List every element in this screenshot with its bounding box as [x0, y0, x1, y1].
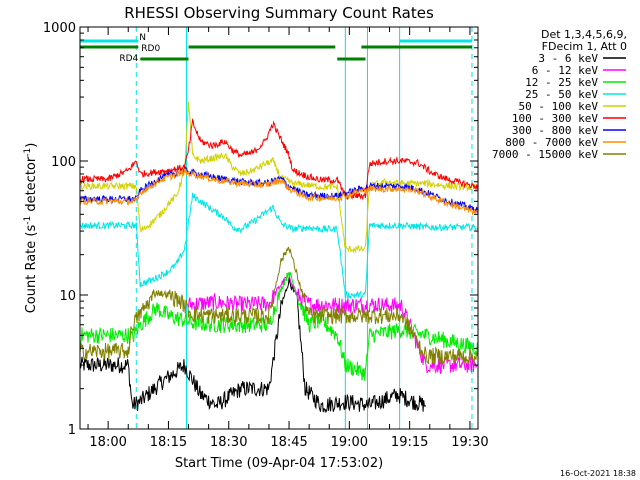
- x-tick-label: 19:00: [331, 435, 368, 450]
- timestamp: 16-Oct-2021 18:38: [560, 469, 636, 478]
- y-axis-label-sup: -1: [23, 216, 33, 225]
- legend-entry-label: 3 - 6 keV: [538, 52, 598, 65]
- legend-entry-label: 7000 - 15000 keV: [492, 148, 598, 161]
- legend-entry-label: 100 - 300 keV: [512, 112, 598, 125]
- y-axis-label: Count Rate (s-1 detector-1): [23, 143, 39, 314]
- series-line: [188, 272, 479, 375]
- y-tick-label: 1: [68, 423, 76, 438]
- series-line: [79, 272, 479, 381]
- series-line: [79, 192, 479, 300]
- x-tick-label: 18:15: [150, 435, 187, 450]
- legend-entry-label: 6 - 12 keV: [532, 64, 599, 77]
- legend-entry-label: 25 - 50 keV: [525, 88, 598, 101]
- x-tick-label: 18:00: [89, 435, 126, 450]
- y-tick-label: 10: [59, 289, 76, 304]
- series-lines: [79, 101, 479, 414]
- x-axis-label: Start Time (09-Apr-04 17:53:02): [175, 456, 383, 471]
- series-line: [79, 277, 427, 414]
- legend-entry-label: 800 - 7000 keV: [505, 136, 598, 149]
- legend: Det 1,3,4,5,6,9,FDecim 1, Att 03 - 6 keV…: [492, 28, 627, 161]
- plot-frame: [79, 26, 479, 430]
- status-bar-label: N: [139, 33, 146, 43]
- y-axis-label-part: detector: [24, 156, 39, 216]
- series-line: [79, 166, 479, 214]
- legend-header: FDecim 1, Att 0: [542, 40, 627, 53]
- series-line: [79, 246, 479, 365]
- y-tick-label: 100: [51, 155, 76, 170]
- y-axis-label-sup: -1: [23, 148, 33, 157]
- status-bar-label: RD4: [119, 54, 138, 64]
- legend-header: Det 1,3,4,5,6,9,: [541, 28, 627, 41]
- legend-entry-label: 12 - 25 keV: [525, 76, 598, 89]
- y-axis-label-part: ): [24, 143, 39, 148]
- y-axis-label-part: Count Rate (s: [24, 225, 39, 314]
- x-tick-label: 19:30: [451, 435, 488, 450]
- status-bar-label: RD0: [141, 44, 160, 54]
- legend-entry-label: 50 - 100 keV: [519, 100, 599, 113]
- y-tick-label: 1000: [43, 21, 76, 36]
- series-line: [79, 168, 479, 217]
- chart-title: RHESSI Observing Summary Count Rates: [124, 4, 434, 22]
- axis-ticks: 18:00 18:15 18:30 18:45 19:00 19:15 19:30 1 10 10…: [43, 21, 489, 450]
- x-tick-label: 18:30: [210, 435, 247, 450]
- x-tick-label: 19:15: [391, 435, 428, 450]
- legend-entry-label: 300 - 800 keV: [512, 124, 598, 137]
- x-tick-label: 18:45: [270, 435, 307, 450]
- series-line: [79, 101, 479, 254]
- series-line: [79, 117, 479, 201]
